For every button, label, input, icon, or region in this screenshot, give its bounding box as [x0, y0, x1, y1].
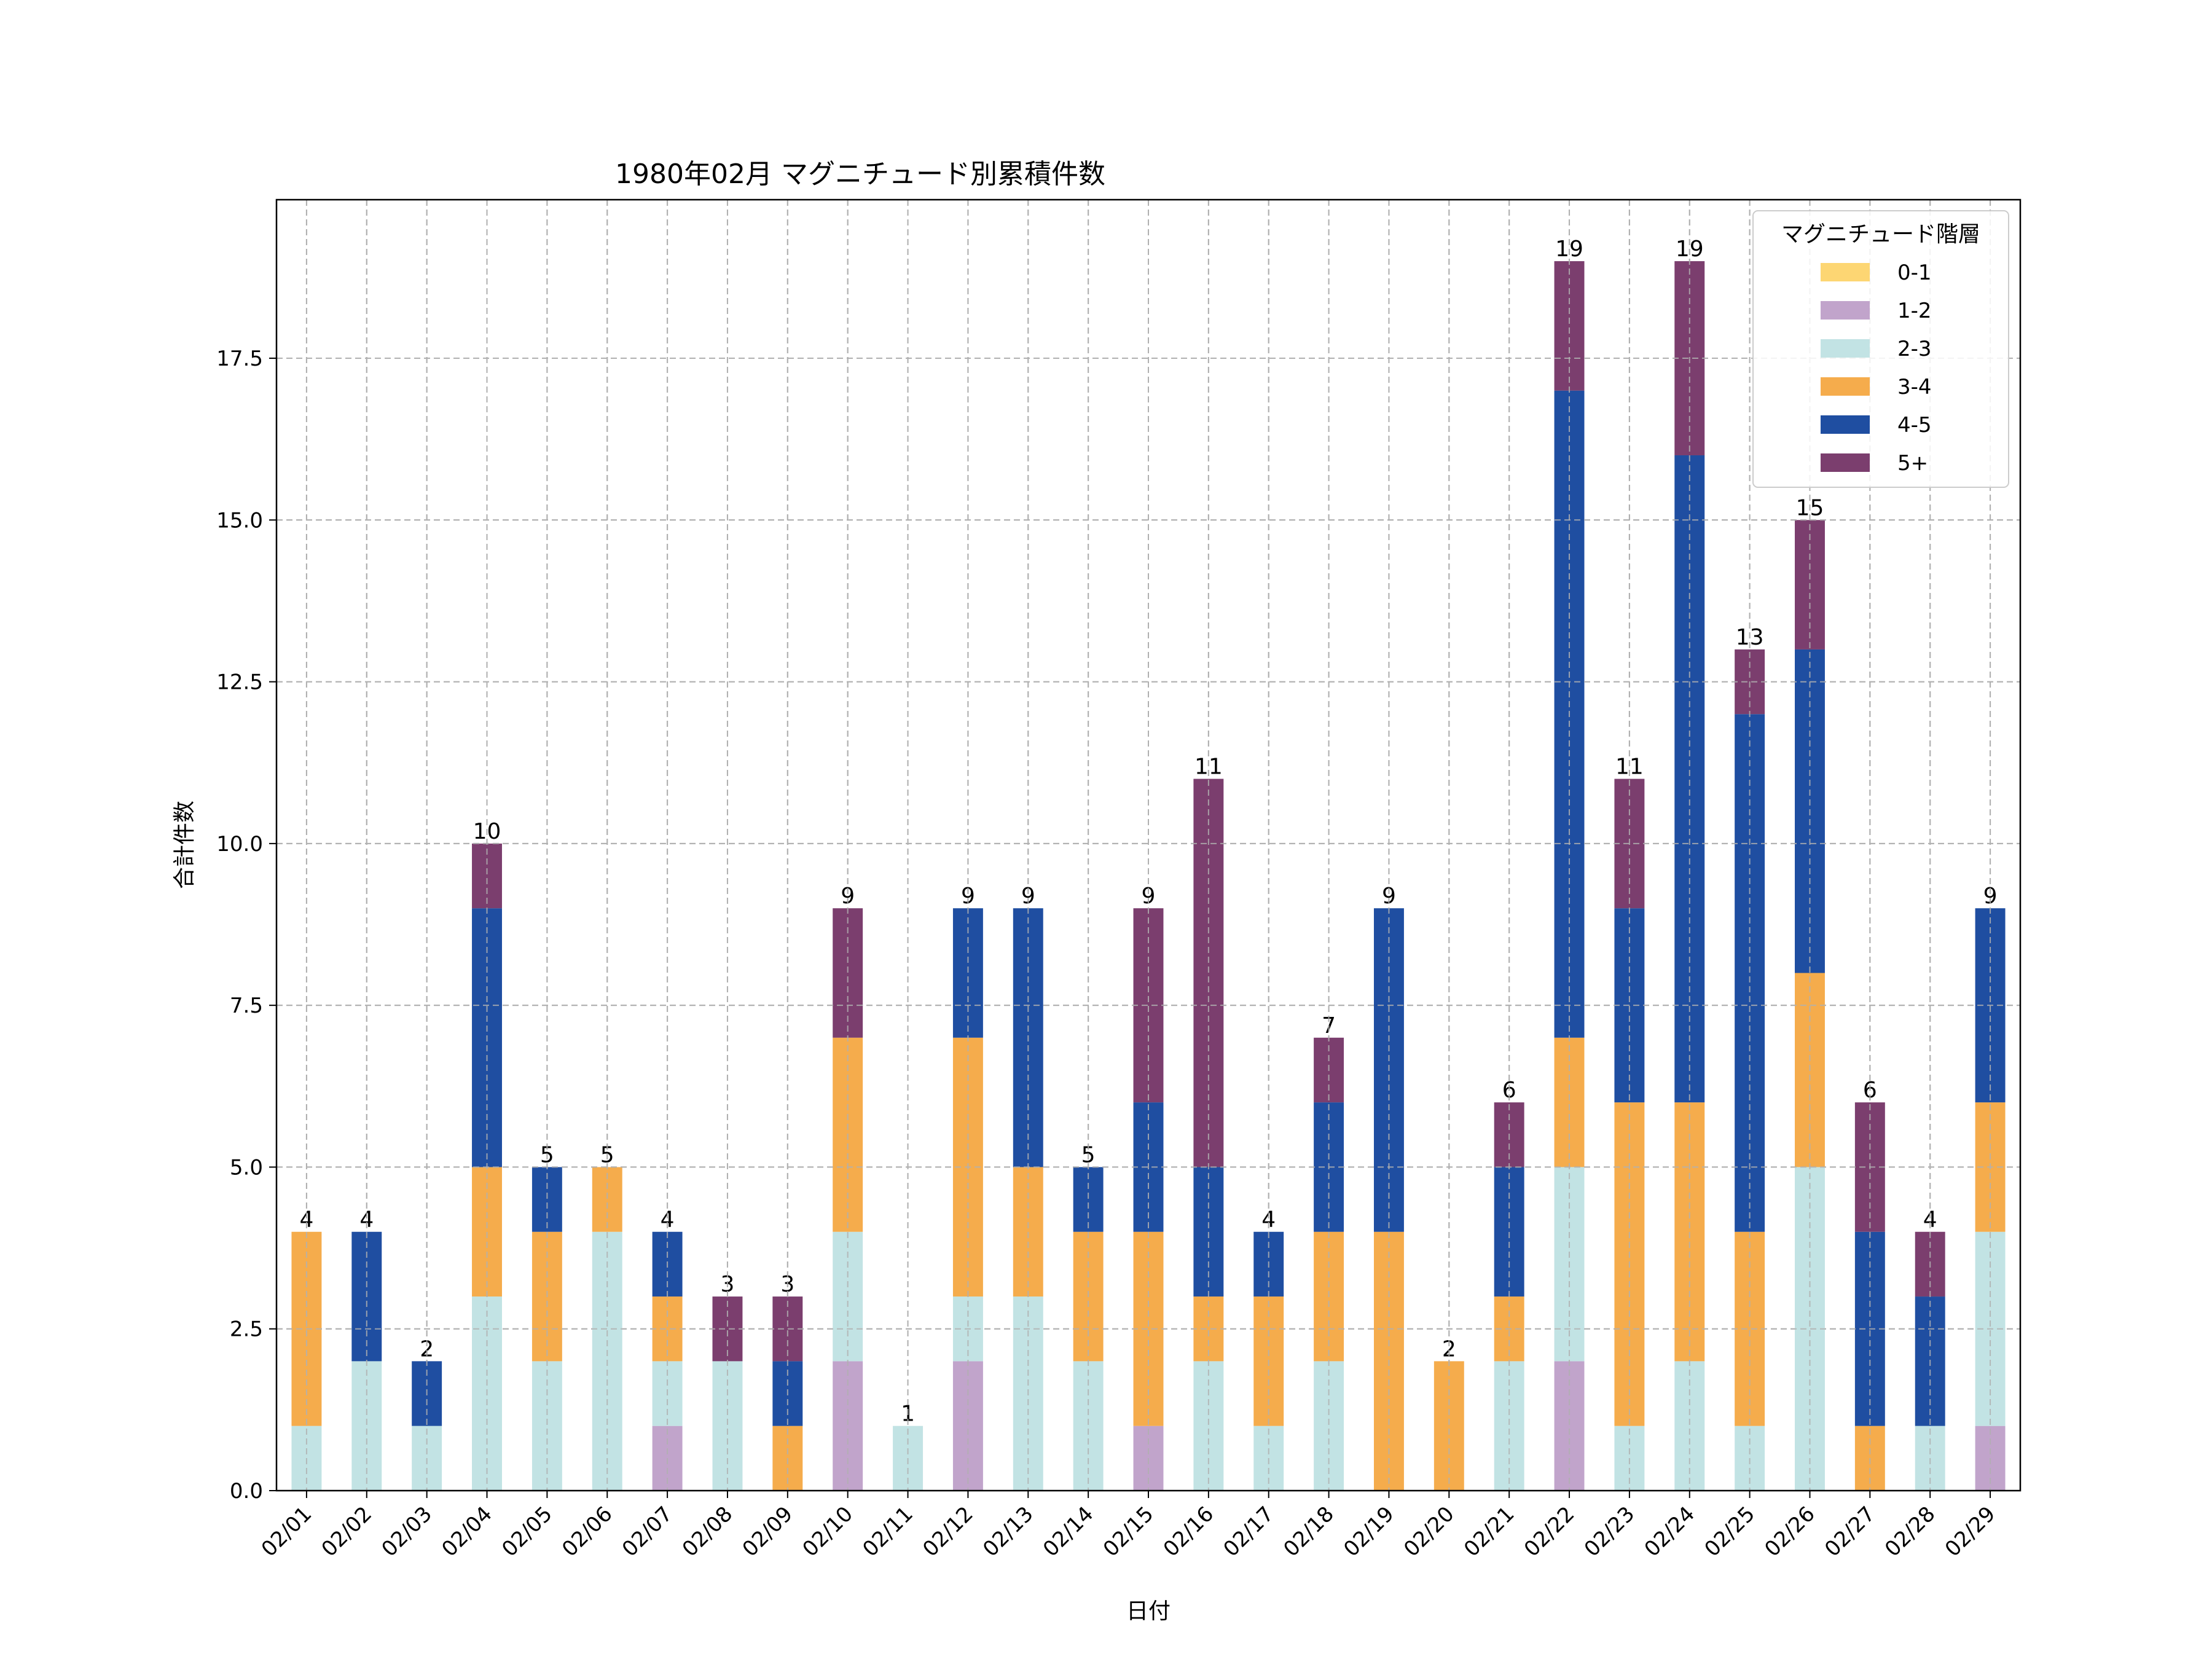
- total-label: 4: [299, 1207, 313, 1233]
- total-label: 4: [359, 1207, 374, 1233]
- total-label: 4: [1923, 1207, 1937, 1233]
- total-label: 9: [1021, 884, 1035, 909]
- y-tick-label: 15.0: [216, 508, 263, 533]
- total-label: 4: [661, 1207, 675, 1233]
- chart-title: 1980年02月 マグニチュード別累積件数: [615, 159, 1105, 190]
- total-label: 2: [1442, 1336, 1456, 1362]
- legend-swatch-1-2: [1821, 301, 1870, 320]
- y-tick-label: 0.0: [230, 1479, 263, 1504]
- y-tick-label: 2.5: [230, 1317, 263, 1342]
- legend-label: 4-5: [1897, 413, 1932, 437]
- total-label: 9: [961, 884, 975, 909]
- total-label: 9: [1983, 884, 1998, 909]
- legend-label: 5+: [1897, 451, 1928, 476]
- legend-swatch-2-3: [1821, 339, 1870, 358]
- total-label: 2: [420, 1336, 434, 1362]
- legend-label: 2-3: [1897, 337, 1932, 361]
- legend-label: 0-1: [1897, 261, 1932, 285]
- y-tick-label: 10.0: [216, 832, 263, 857]
- y-tick-label: 12.5: [216, 670, 263, 695]
- x-axis-title: 日付: [1126, 1599, 1171, 1624]
- legend-title: マグニチュード階層: [1781, 222, 1980, 247]
- total-label: 9: [841, 884, 855, 909]
- bar-segment-2-3: [1795, 1167, 1825, 1491]
- total-label: 9: [1142, 884, 1156, 909]
- legend-box: [1752, 210, 2009, 488]
- legend: マグニチュード階層 0-1 1-2 2-3 3-4 4-5 5+: [1752, 210, 2009, 488]
- legend-swatch-4-5: [1821, 415, 1870, 434]
- total-label: 9: [1382, 884, 1396, 909]
- total-label: 4: [1261, 1207, 1276, 1233]
- legend-swatch-0-1: [1821, 263, 1870, 281]
- y-tick-label: 7.5: [230, 994, 263, 1018]
- y-tick-label: 17.5: [216, 347, 263, 371]
- legend-swatch-3-4: [1821, 377, 1870, 396]
- y-axis-title: 合計件数: [172, 801, 197, 889]
- bar-segment-4-5: [1674, 455, 1705, 1103]
- y-tick-label: 5.0: [230, 1155, 263, 1180]
- legend-label: 1-2: [1897, 299, 1932, 323]
- legend-label: 3-4: [1897, 375, 1932, 399]
- bar-segment-3-4: [1735, 1231, 1765, 1426]
- y-axis: 0.0 2.5 5.0 7.5 10.0 12.5 15.0 17.5: [216, 347, 276, 1504]
- legend-swatch-5+: [1821, 453, 1870, 472]
